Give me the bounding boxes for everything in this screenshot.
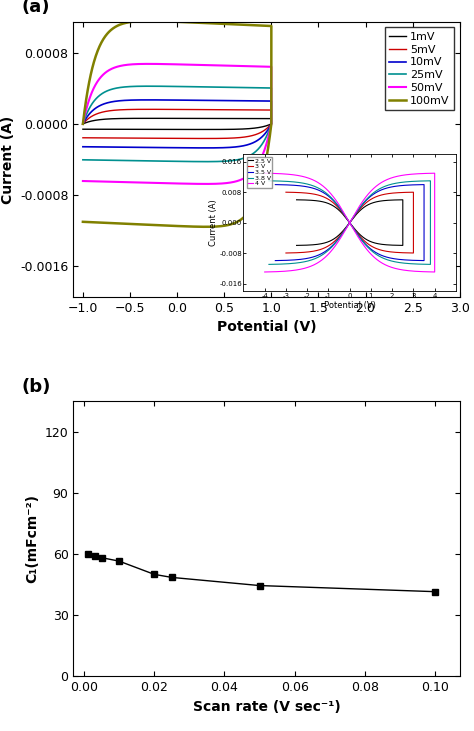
5mV <box>244 105 250 114</box>
100mV <box>80 217 86 226</box>
50mV <box>251 166 256 175</box>
5mV <box>203 134 209 143</box>
100mV <box>259 177 264 186</box>
100mV <box>146 17 151 26</box>
Line: 50mV: 50mV <box>83 64 271 184</box>
100mV <box>144 17 149 26</box>
5mV <box>80 133 86 142</box>
25mV <box>80 120 86 129</box>
25mV <box>203 157 209 166</box>
1mV <box>251 124 256 132</box>
10mV <box>251 138 256 147</box>
50mV <box>208 61 213 69</box>
5mV <box>208 105 213 114</box>
1mV <box>208 114 213 123</box>
25mV <box>244 83 250 92</box>
5mV <box>146 105 151 114</box>
1mV <box>146 114 151 123</box>
5mV <box>144 105 149 114</box>
Line: 25mV: 25mV <box>83 86 271 162</box>
1mV <box>259 123 264 132</box>
50mV <box>259 153 264 162</box>
10mV <box>80 143 86 151</box>
25mV <box>208 83 213 91</box>
1mV <box>130 114 136 123</box>
50mV <box>80 120 86 129</box>
100mV <box>130 18 136 26</box>
Y-axis label: C₁(mFcm⁻²): C₁(mFcm⁻²) <box>25 494 39 583</box>
1mV <box>203 125 209 134</box>
10mV <box>144 96 149 105</box>
10mV <box>203 143 209 152</box>
X-axis label: Potential (V): Potential (V) <box>217 320 317 334</box>
Text: (a): (a) <box>21 0 50 16</box>
Line: 10mV: 10mV <box>83 100 271 148</box>
Line: 100mV: 100mV <box>83 21 271 227</box>
1mV <box>144 114 149 123</box>
50mV <box>244 61 250 70</box>
1mV <box>244 114 250 123</box>
100mV <box>203 222 209 231</box>
25mV <box>146 82 151 91</box>
Line: 5mV: 5mV <box>83 110 271 138</box>
10mV <box>130 96 136 105</box>
100mV <box>244 20 250 29</box>
5mV <box>80 120 86 129</box>
Legend: 1mV, 5mV, 10mV, 25mV, 50mV, 100mV: 1mV, 5mV, 10mV, 25mV, 50mV, 100mV <box>385 28 454 110</box>
25mV <box>80 156 86 164</box>
Line: 1mV: 1mV <box>83 118 271 129</box>
1mV <box>80 120 86 129</box>
25mV <box>259 140 264 149</box>
100mV <box>251 199 256 208</box>
5mV <box>251 131 256 140</box>
25mV <box>251 148 256 157</box>
25mV <box>144 82 149 91</box>
1mV <box>80 125 86 134</box>
50mV <box>80 177 86 186</box>
100mV <box>208 19 213 28</box>
10mV <box>80 120 86 129</box>
50mV <box>146 59 151 68</box>
50mV <box>203 180 209 189</box>
10mV <box>259 133 264 142</box>
X-axis label: Scan rate (V sec⁻¹): Scan rate (V sec⁻¹) <box>193 700 340 713</box>
Y-axis label: Current (A): Current (A) <box>0 115 15 203</box>
50mV <box>144 59 149 68</box>
10mV <box>208 96 213 105</box>
5mV <box>259 128 264 137</box>
50mV <box>130 60 136 69</box>
5mV <box>130 105 136 114</box>
100mV <box>80 120 86 129</box>
25mV <box>130 82 136 91</box>
10mV <box>244 96 250 105</box>
10mV <box>146 96 151 105</box>
Text: (b): (b) <box>21 378 51 395</box>
